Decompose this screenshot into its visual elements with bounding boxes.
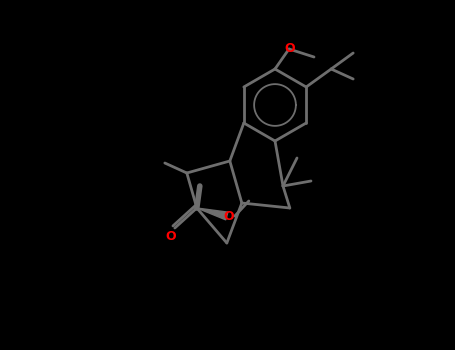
Text: O: O: [166, 231, 176, 244]
Polygon shape: [197, 208, 228, 220]
Text: O: O: [223, 210, 234, 224]
Text: O: O: [285, 42, 295, 56]
